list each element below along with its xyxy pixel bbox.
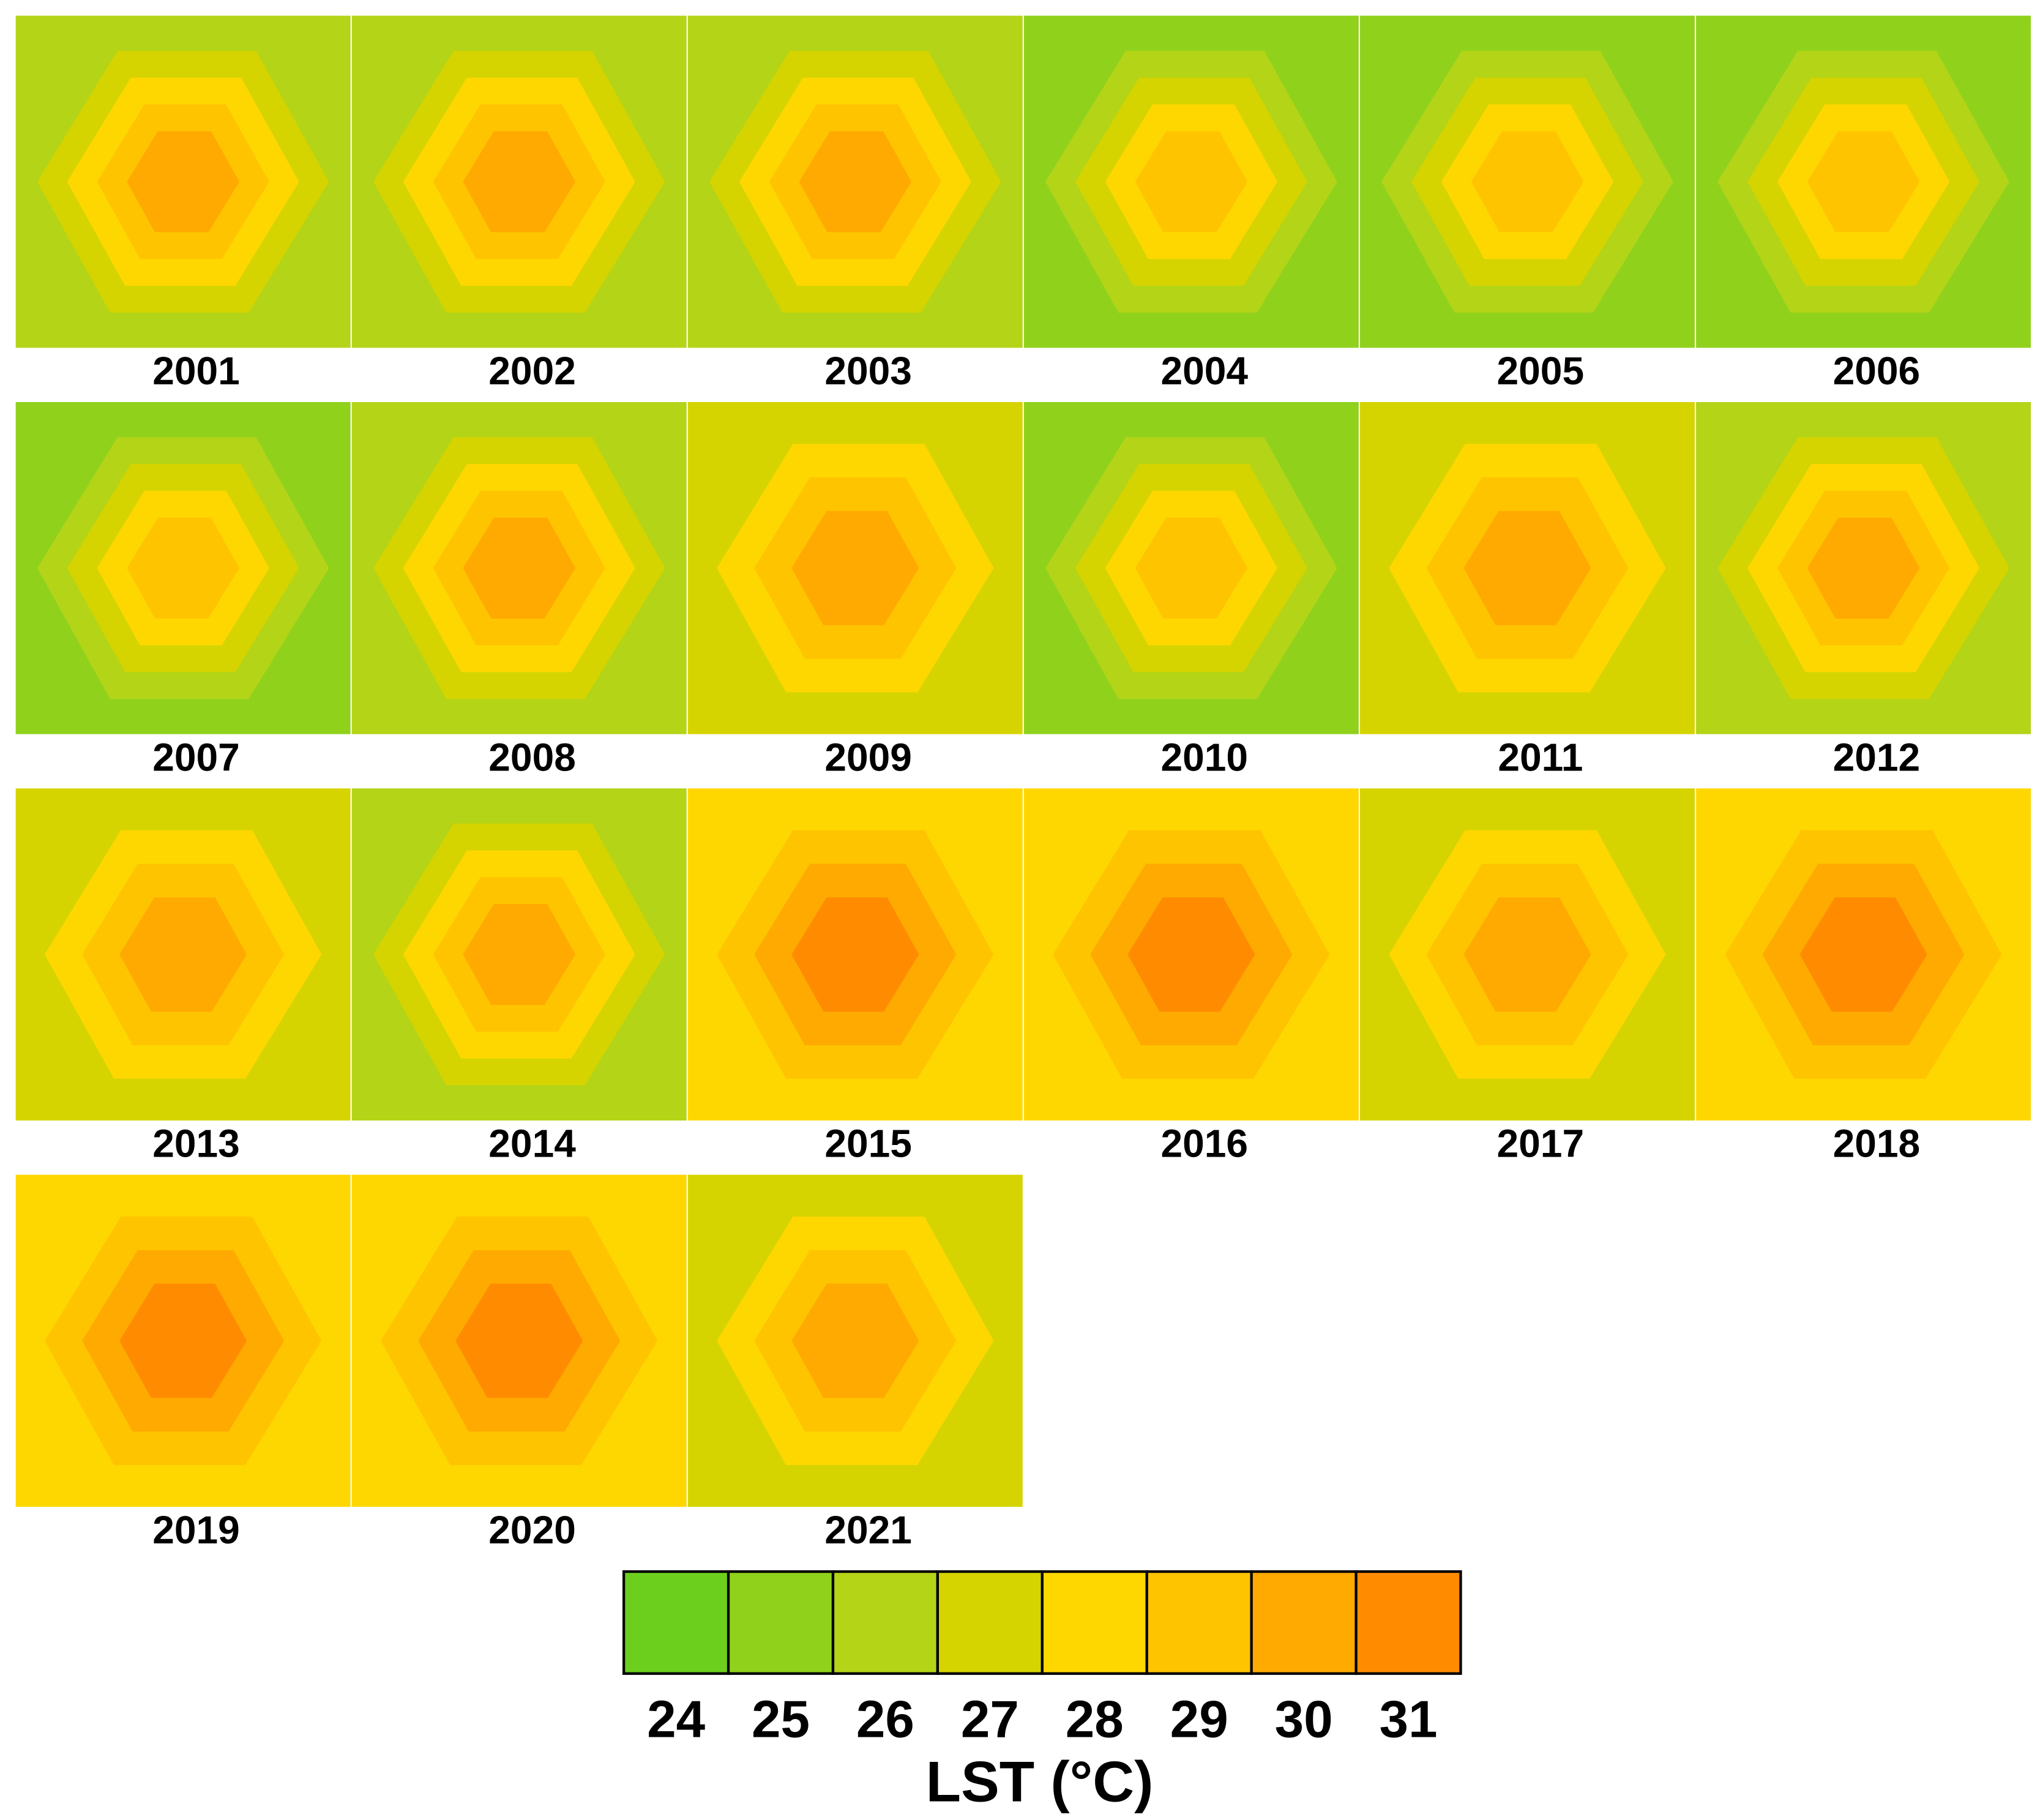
lst-zone [463,131,576,233]
colorbar-tick-label: 30 [1275,1690,1333,1748]
year-label: 2006 [1833,349,1921,393]
lst-zone [791,897,919,1012]
colorbar-tick-label: 27 [961,1690,1019,1748]
lst-zone [1463,510,1591,625]
year-label: 2021 [824,1508,912,1552]
year-label: 2007 [152,735,240,779]
lst-zone [463,517,576,619]
colorbar-title: LST (°C) [926,1749,1154,1813]
lst-zone [1463,897,1591,1012]
year-label: 2002 [488,349,576,393]
year-label: 2015 [824,1122,912,1166]
lst-zone [127,517,240,619]
lst-zone [1807,517,1920,619]
year-label: 2017 [1497,1122,1585,1166]
colorbar-swatch [727,1570,835,1675]
colorbar-tick-label: 25 [752,1690,810,1748]
lst-zone [1471,131,1584,233]
year-label: 2001 [152,349,240,393]
year-label: 2018 [1833,1122,1921,1166]
year-label: 2008 [488,735,576,779]
colorbar-tick-label: 24 [647,1690,706,1748]
year-label: 2013 [152,1122,240,1166]
colorbar-swatch [1145,1570,1253,1675]
year-label: 2004 [1160,349,1248,393]
lst-zone [119,1283,247,1398]
year-label: 2011 [1498,735,1583,779]
lst-zone [119,897,247,1012]
year-label: 2003 [824,349,912,393]
colorbar-swatch [1354,1570,1462,1675]
year-label: 2012 [1833,735,1921,779]
colorbar-tick-label: 31 [1380,1690,1438,1748]
year-label: 2009 [824,735,912,779]
colorbar-tick-label: 26 [856,1690,914,1748]
lst-zone [1807,131,1920,233]
colorbar-swatch [622,1570,730,1675]
colorbar-swatch [1041,1570,1148,1675]
year-label: 2014 [488,1122,576,1166]
lst-zone [1135,517,1248,619]
year-label: 2010 [1160,735,1248,779]
lst-zone [463,904,576,1005]
lst-zone [1799,897,1927,1012]
year-label: 2005 [1497,349,1585,393]
lst-zone [799,131,912,233]
lst-zone [791,510,919,625]
lst-zone [455,1283,583,1398]
lst-zone [127,131,240,233]
colorbar-tick-label: 29 [1170,1690,1228,1748]
colorbar-swatch [936,1570,1044,1675]
lst-zone [791,1283,919,1398]
colorbar-tick-label: 28 [1066,1690,1124,1748]
year-label: 2016 [1160,1122,1248,1166]
year-label: 2019 [152,1508,240,1552]
colorbar-swatch [1250,1570,1358,1675]
colorbar-swatch [831,1570,940,1675]
year-label: 2020 [488,1508,576,1552]
lst-zone [1127,897,1255,1012]
lst-zone [1135,131,1248,233]
